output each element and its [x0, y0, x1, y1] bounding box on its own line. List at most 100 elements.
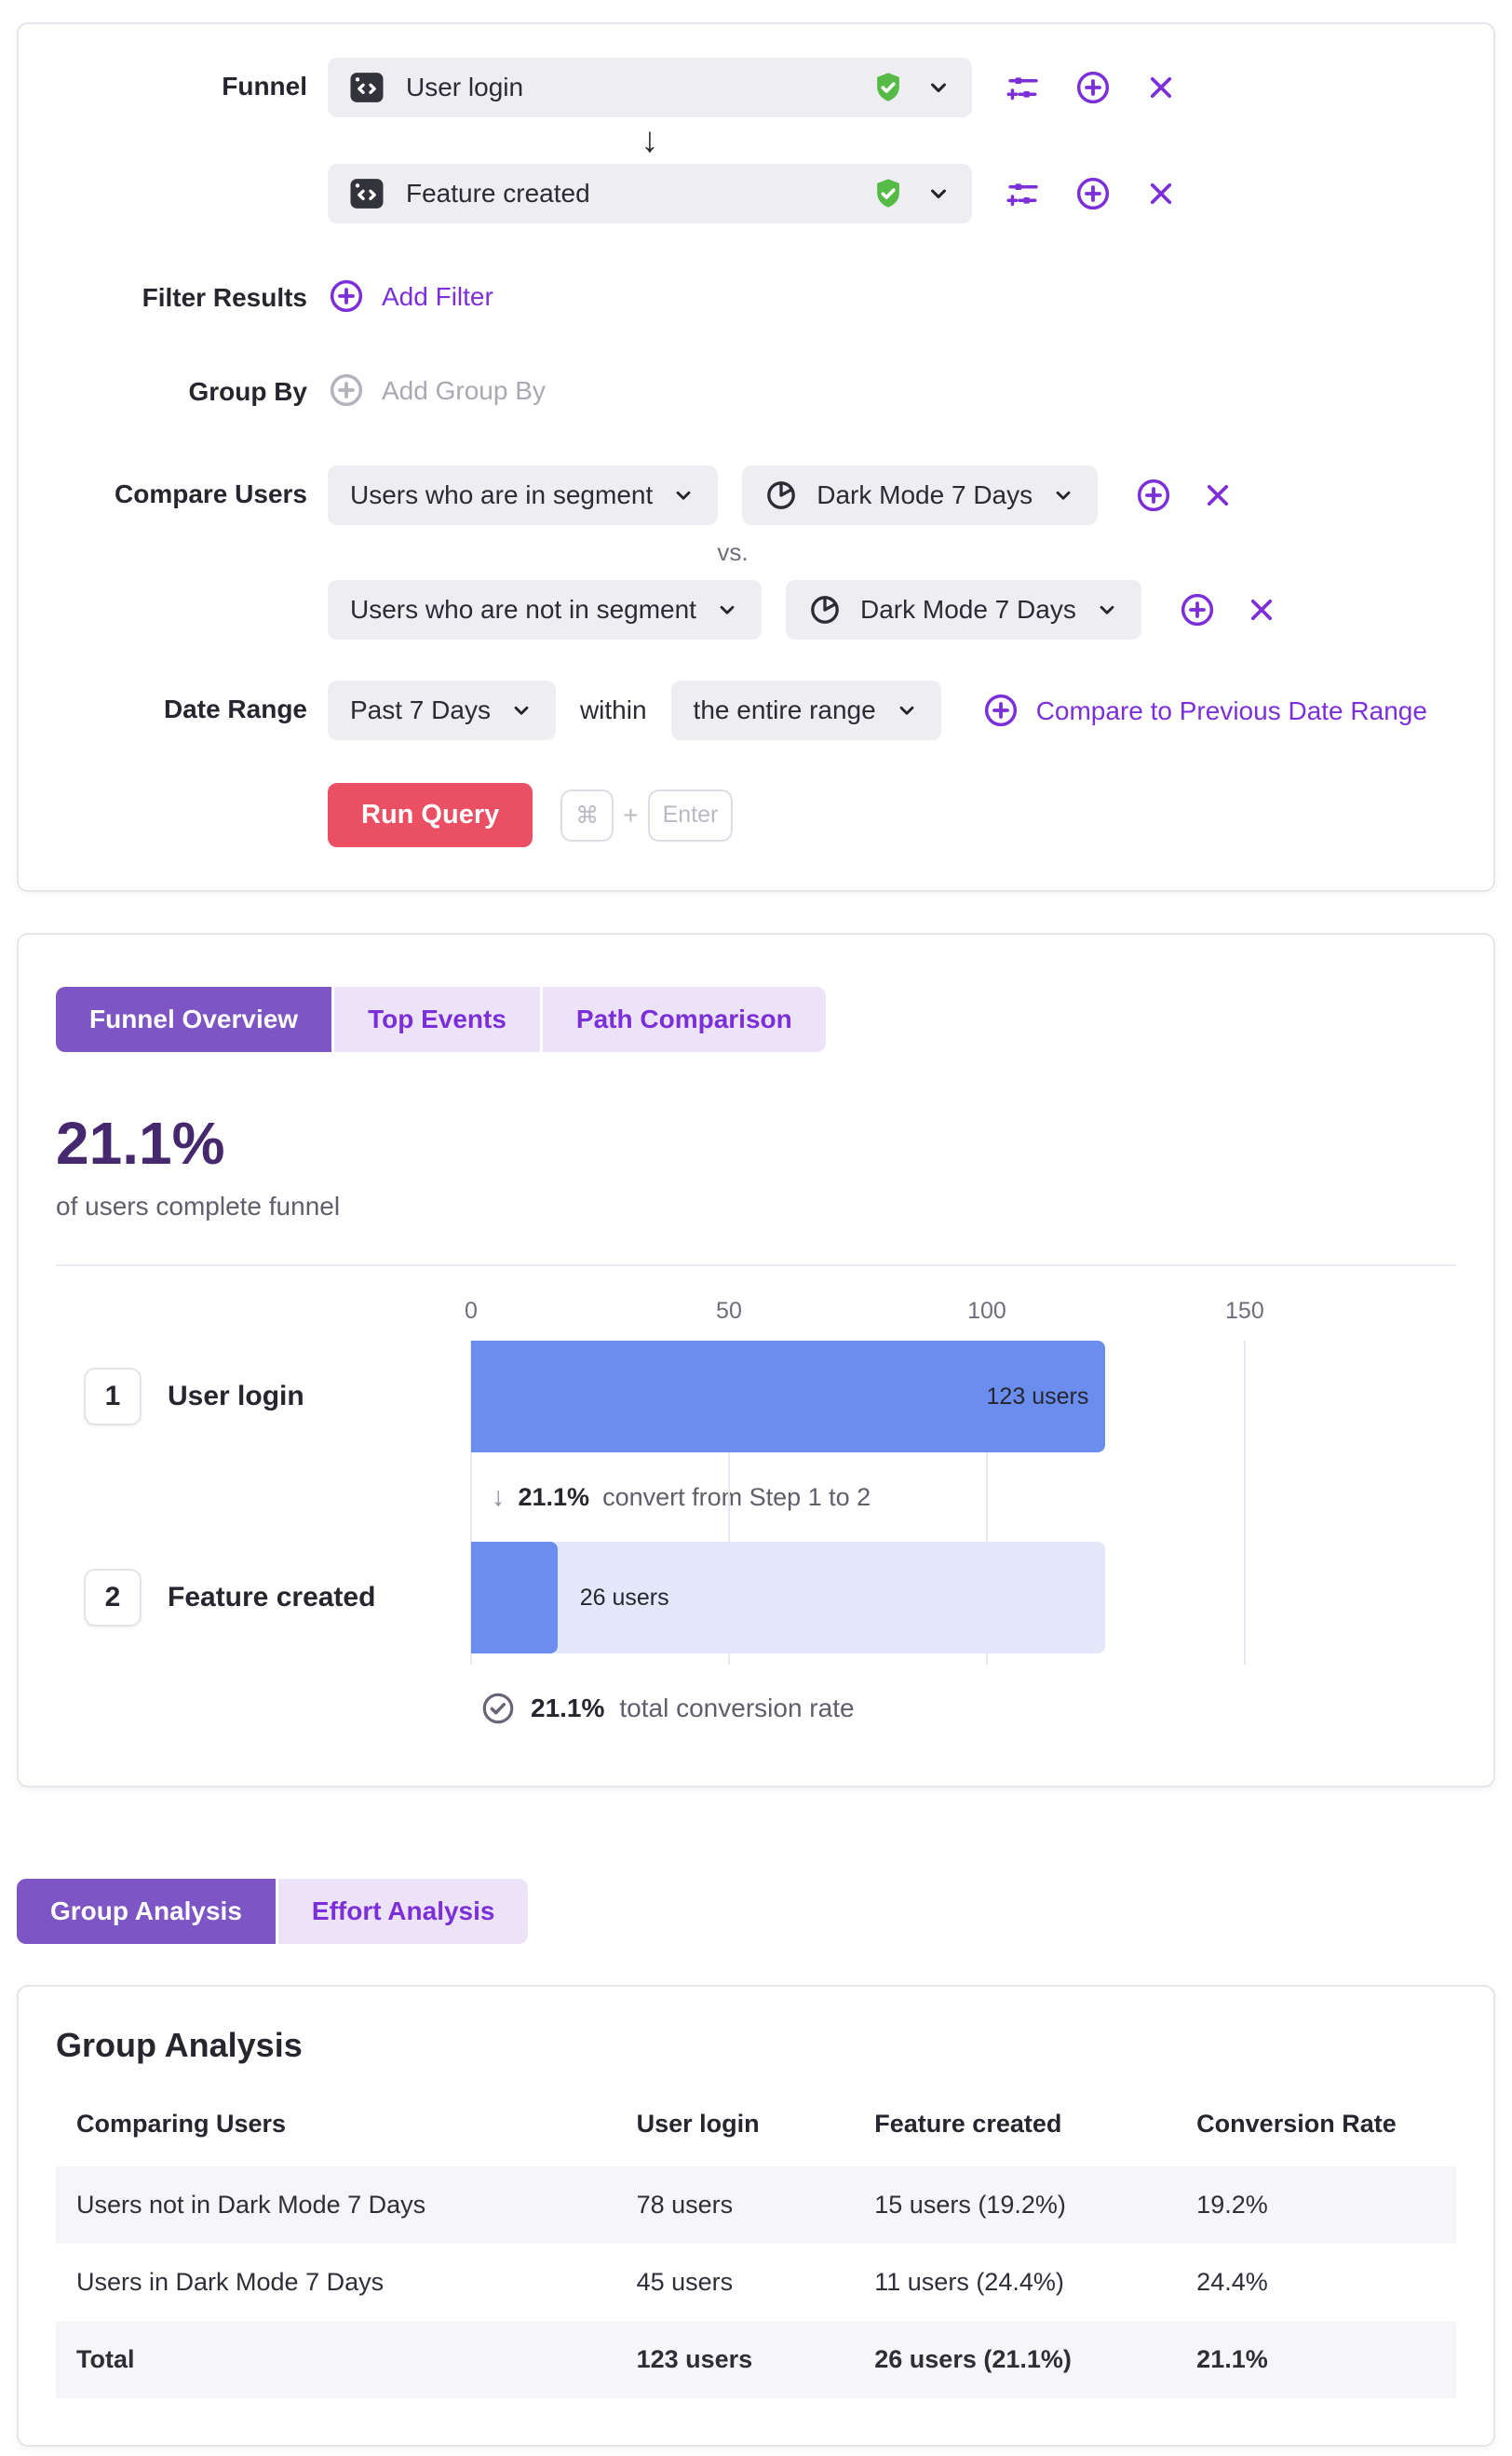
down-arrow-icon: ↓	[492, 1481, 506, 1512]
remove-step-button[interactable]	[1145, 178, 1177, 209]
funnel-step-1: User login	[328, 58, 1456, 117]
step-number-badge: 2	[84, 1569, 142, 1626]
segment-condition-select-1[interactable]: Users who are in segment	[328, 466, 719, 525]
tab-path-comparison[interactable]: Path Comparison	[542, 987, 826, 1052]
table-row: Users in Dark Mode 7 Days 45 users 11 us…	[56, 2244, 1456, 2321]
add-group-by-button[interactable]: Add Group By	[328, 371, 546, 409]
date-range-row: Date Range Past 7 Days within the entire…	[56, 681, 1456, 740]
pie-chart-icon	[764, 479, 798, 512]
run-query-button[interactable]: Run Query	[328, 783, 533, 847]
chevron-down-icon	[895, 698, 919, 722]
query-builder-card: Funnel User login	[17, 22, 1495, 892]
x-axis-tick-label: 100	[967, 1298, 1006, 1324]
chart-axis-row: 0 50 100 150	[56, 1298, 1456, 1341]
compare-users-row: Compare Users Users who are in segment D…	[56, 466, 1456, 640]
col-feature-created: Feature created	[874, 2110, 1062, 2138]
event-filter-settings-button[interactable]	[1006, 176, 1041, 211]
step-number-badge: 1	[84, 1368, 142, 1425]
cell-user-login: 45 users	[636, 2268, 734, 2296]
cell-feature-created: 15 users (19.2%)	[874, 2191, 1066, 2219]
tab-effort-analysis[interactable]: Effort Analysis	[277, 1879, 529, 1944]
plus-circle-icon	[1135, 477, 1172, 514]
remove-compare-group-button[interactable]	[1246, 594, 1277, 626]
plus-circle-icon	[328, 277, 365, 315]
filter-results-label: Filter Results	[142, 283, 307, 312]
pie-chart-icon	[808, 593, 842, 627]
total-conversion-note: 21.1% total conversion rate	[471, 1691, 1456, 1726]
funnel-overview-card: Funnel Overview Top Events Path Comparis…	[17, 933, 1495, 1788]
total-conversion-text: total conversion rate	[619, 1694, 855, 1722]
verified-shield-icon	[871, 177, 905, 210]
chart-axis-ticks: 0 50 100 150	[465, 1298, 1456, 1341]
event-select-step-2[interactable]: Feature created	[328, 164, 972, 223]
cell-conversion-rate: 19.2%	[1196, 2191, 1268, 2219]
compare-previous-range-button[interactable]: Compare to Previous Date Range	[982, 692, 1427, 729]
plus-circle-icon	[1179, 591, 1216, 628]
cell-user-login: 123 users	[636, 2345, 753, 2373]
segment-condition-select-2[interactable]: Users who are not in segment	[328, 580, 762, 640]
add-compare-group-button[interactable]	[1135, 477, 1172, 514]
funnel-label: Funnel	[222, 72, 307, 101]
step-name: User login	[168, 1381, 304, 1411]
funnel-bar-track-step-2: 26 users	[471, 1542, 1106, 1653]
step-conversion-pct: 21.1%	[518, 1482, 590, 1511]
remove-step-button[interactable]	[1145, 72, 1177, 103]
total-conversion-row: 21.1% total conversion rate	[56, 1691, 1456, 1726]
add-step-button[interactable]	[1074, 69, 1112, 106]
segment-select-2[interactable]: Dark Mode 7 Days	[785, 580, 1141, 640]
event-filter-settings-button[interactable]	[1006, 70, 1041, 105]
cell-feature-created: 11 users (24.4%)	[874, 2268, 1064, 2296]
step-1-label: 1 User login	[56, 1368, 471, 1425]
compare-previous-range-label: Compare to Previous Date Range	[1035, 696, 1427, 725]
funnel-step-row-1: 1 User login 123 users	[56, 1341, 1456, 1452]
group-analysis-table: Comparing Users User login Feature creat…	[56, 2093, 1456, 2398]
col-comparing-users: Comparing Users	[76, 2110, 287, 2138]
enter-keycap: Enter	[647, 789, 734, 842]
close-x-icon	[1145, 178, 1177, 209]
group-analysis-title: Group Analysis	[56, 2026, 303, 2064]
funnel-bar-step-2[interactable]	[471, 1542, 558, 1653]
analysis-tabs: Group Analysis Effort Analysis	[17, 1879, 529, 1944]
table-header-row: Comparing Users User login Feature creat…	[56, 2093, 1456, 2166]
shortcut-joiner: +	[623, 800, 639, 830]
chevron-down-icon	[1095, 598, 1119, 622]
plus-circle-icon	[982, 692, 1019, 729]
add-compare-group-button[interactable]	[1179, 591, 1216, 628]
tab-group-analysis[interactable]: Group Analysis	[17, 1879, 276, 1944]
add-filter-button[interactable]: Add Filter	[328, 277, 493, 315]
chart-body: 1 User login 123 users ↓ 21.1% convert	[56, 1341, 1456, 1665]
completion-caption: of users complete funnel	[56, 1192, 341, 1221]
add-step-button[interactable]	[1074, 175, 1112, 212]
chevron-down-icon	[715, 598, 739, 622]
event-select-step-1[interactable]: User login	[328, 58, 972, 117]
date-scope-value: the entire range	[693, 695, 876, 724]
tab-top-events[interactable]: Top Events	[334, 987, 540, 1052]
cell-group: Users in Dark Mode 7 Days	[76, 2268, 385, 2296]
within-label: within	[579, 695, 647, 724]
event-name: Feature created	[406, 179, 590, 208]
date-range-label: Date Range	[163, 695, 307, 723]
remove-compare-group-button[interactable]	[1202, 479, 1234, 511]
divider	[56, 1264, 1456, 1266]
group-by-label: Group By	[188, 377, 307, 406]
check-circle-icon	[480, 1691, 516, 1726]
close-x-icon	[1246, 594, 1277, 626]
cell-group: Users not in Dark Mode 7 Days	[76, 2191, 426, 2219]
chevron-down-icon	[671, 483, 695, 507]
funnel-steps: User login	[328, 58, 1456, 223]
segment-value: Dark Mode 7 Days	[817, 480, 1033, 509]
tab-funnel-overview[interactable]: Funnel Overview	[56, 987, 332, 1052]
funnel-bar-step-1[interactable]: 123 users	[471, 1341, 1106, 1452]
condition-value: Users who are not in segment	[350, 595, 696, 624]
compare-row-2: Users who are not in segment Dark Mode 7…	[328, 580, 1456, 640]
date-scope-select[interactable]: the entire range	[670, 681, 941, 740]
code-event-icon	[348, 175, 385, 212]
add-group-by-placeholder: Add Group By	[382, 376, 546, 405]
segment-select-1[interactable]: Dark Mode 7 Days	[742, 466, 1099, 525]
step-name: Feature created	[168, 1582, 376, 1613]
cell-conversion-rate: 24.4%	[1196, 2268, 1268, 2296]
date-range-select[interactable]: Past 7 Days	[328, 681, 556, 740]
chevron-down-icon	[1051, 483, 1075, 507]
compare-users-label: Compare Users	[115, 479, 307, 508]
